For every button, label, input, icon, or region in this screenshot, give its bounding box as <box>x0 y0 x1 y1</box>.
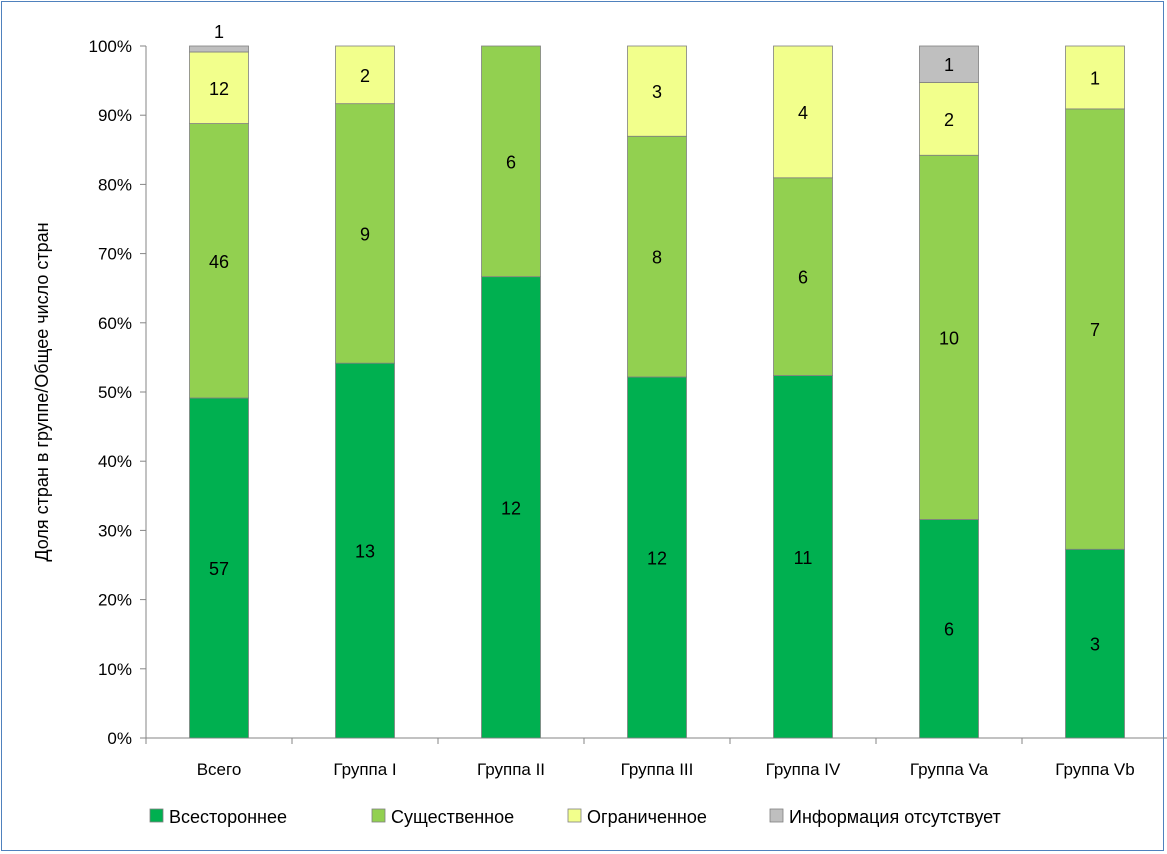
data-label: 3 <box>652 82 662 102</box>
bar-segment <box>919 82 979 156</box>
y-tick-label: 20% <box>98 591 132 610</box>
bar-segment <box>627 135 687 378</box>
y-tick-label: 10% <box>98 660 132 679</box>
bar-segment <box>481 45 541 278</box>
data-label: 8 <box>652 248 662 268</box>
bar-segment <box>189 397 249 739</box>
legend-swatch <box>567 808 582 823</box>
y-tick-label: 50% <box>98 383 132 402</box>
data-label: 12 <box>209 79 229 99</box>
bar-segment <box>919 45 979 83</box>
data-label: 12 <box>647 548 667 568</box>
data-label: 1 <box>944 55 954 75</box>
bar-segment <box>773 375 833 739</box>
data-label: 46 <box>209 252 229 272</box>
bar-segment <box>335 45 395 105</box>
bar-segment <box>335 362 395 739</box>
bar-segment <box>1065 108 1125 550</box>
bar-segment <box>919 154 979 520</box>
data-label: 1 <box>1090 68 1100 88</box>
legend-label: Всестороннее <box>169 807 287 827</box>
bar-segment <box>481 276 541 739</box>
x-tick-label: Группа Vb <box>1055 760 1134 779</box>
data-label: 11 <box>794 548 813 568</box>
data-label: 2 <box>360 66 370 86</box>
data-label: 6 <box>798 268 808 288</box>
legend-label: Существенное <box>391 807 514 827</box>
y-tick-label: 100% <box>89 37 132 56</box>
bar-segment <box>335 103 395 364</box>
legend-label: Ограниченное <box>587 807 707 827</box>
x-tick-label: Группа III <box>621 760 694 779</box>
y-axis-title: Доля стран в группе/Общее число стран <box>32 222 52 561</box>
data-label: 4 <box>798 103 808 123</box>
y-tick-label: 0% <box>107 729 132 748</box>
x-tick-label: Всего <box>197 760 242 779</box>
data-label: 1 <box>214 22 224 42</box>
data-label: 6 <box>506 152 516 172</box>
y-tick-label: 80% <box>98 175 132 194</box>
data-label: 10 <box>939 328 959 348</box>
data-label: 12 <box>501 498 521 518</box>
x-tick-label: Группа IV <box>766 760 841 779</box>
bar-segment <box>627 45 687 137</box>
y-tick-label: 30% <box>98 521 132 540</box>
bar-segment <box>627 376 687 739</box>
x-tick-label: Группа I <box>333 760 396 779</box>
data-label: 13 <box>355 542 375 562</box>
bar-segment <box>773 45 833 179</box>
data-label: 57 <box>209 559 229 579</box>
bar-segment <box>189 51 249 124</box>
y-tick-label: 90% <box>98 106 132 125</box>
data-label: 9 <box>360 224 370 244</box>
bar-segment <box>773 177 833 376</box>
legend-label: Информация отсутствует <box>789 807 1001 827</box>
bar-segment <box>189 45 249 53</box>
bar-segment <box>189 123 249 399</box>
data-label: 2 <box>944 110 954 130</box>
y-tick-label: 40% <box>98 452 132 471</box>
legend-swatch <box>371 808 386 823</box>
y-tick-label: 70% <box>98 245 132 264</box>
bar-segment <box>1065 45 1125 110</box>
bar-segment <box>1065 548 1125 739</box>
data-label: 6 <box>944 620 954 640</box>
x-tick-label: Группа Va <box>910 760 989 779</box>
bar-segment <box>919 519 979 739</box>
x-tick-label: Группа II <box>477 760 545 779</box>
data-label: 7 <box>1090 320 1100 340</box>
legend-swatch <box>769 808 784 823</box>
y-tick-label: 60% <box>98 314 132 333</box>
data-label: 3 <box>1090 635 1100 655</box>
legend-swatch <box>149 808 164 823</box>
